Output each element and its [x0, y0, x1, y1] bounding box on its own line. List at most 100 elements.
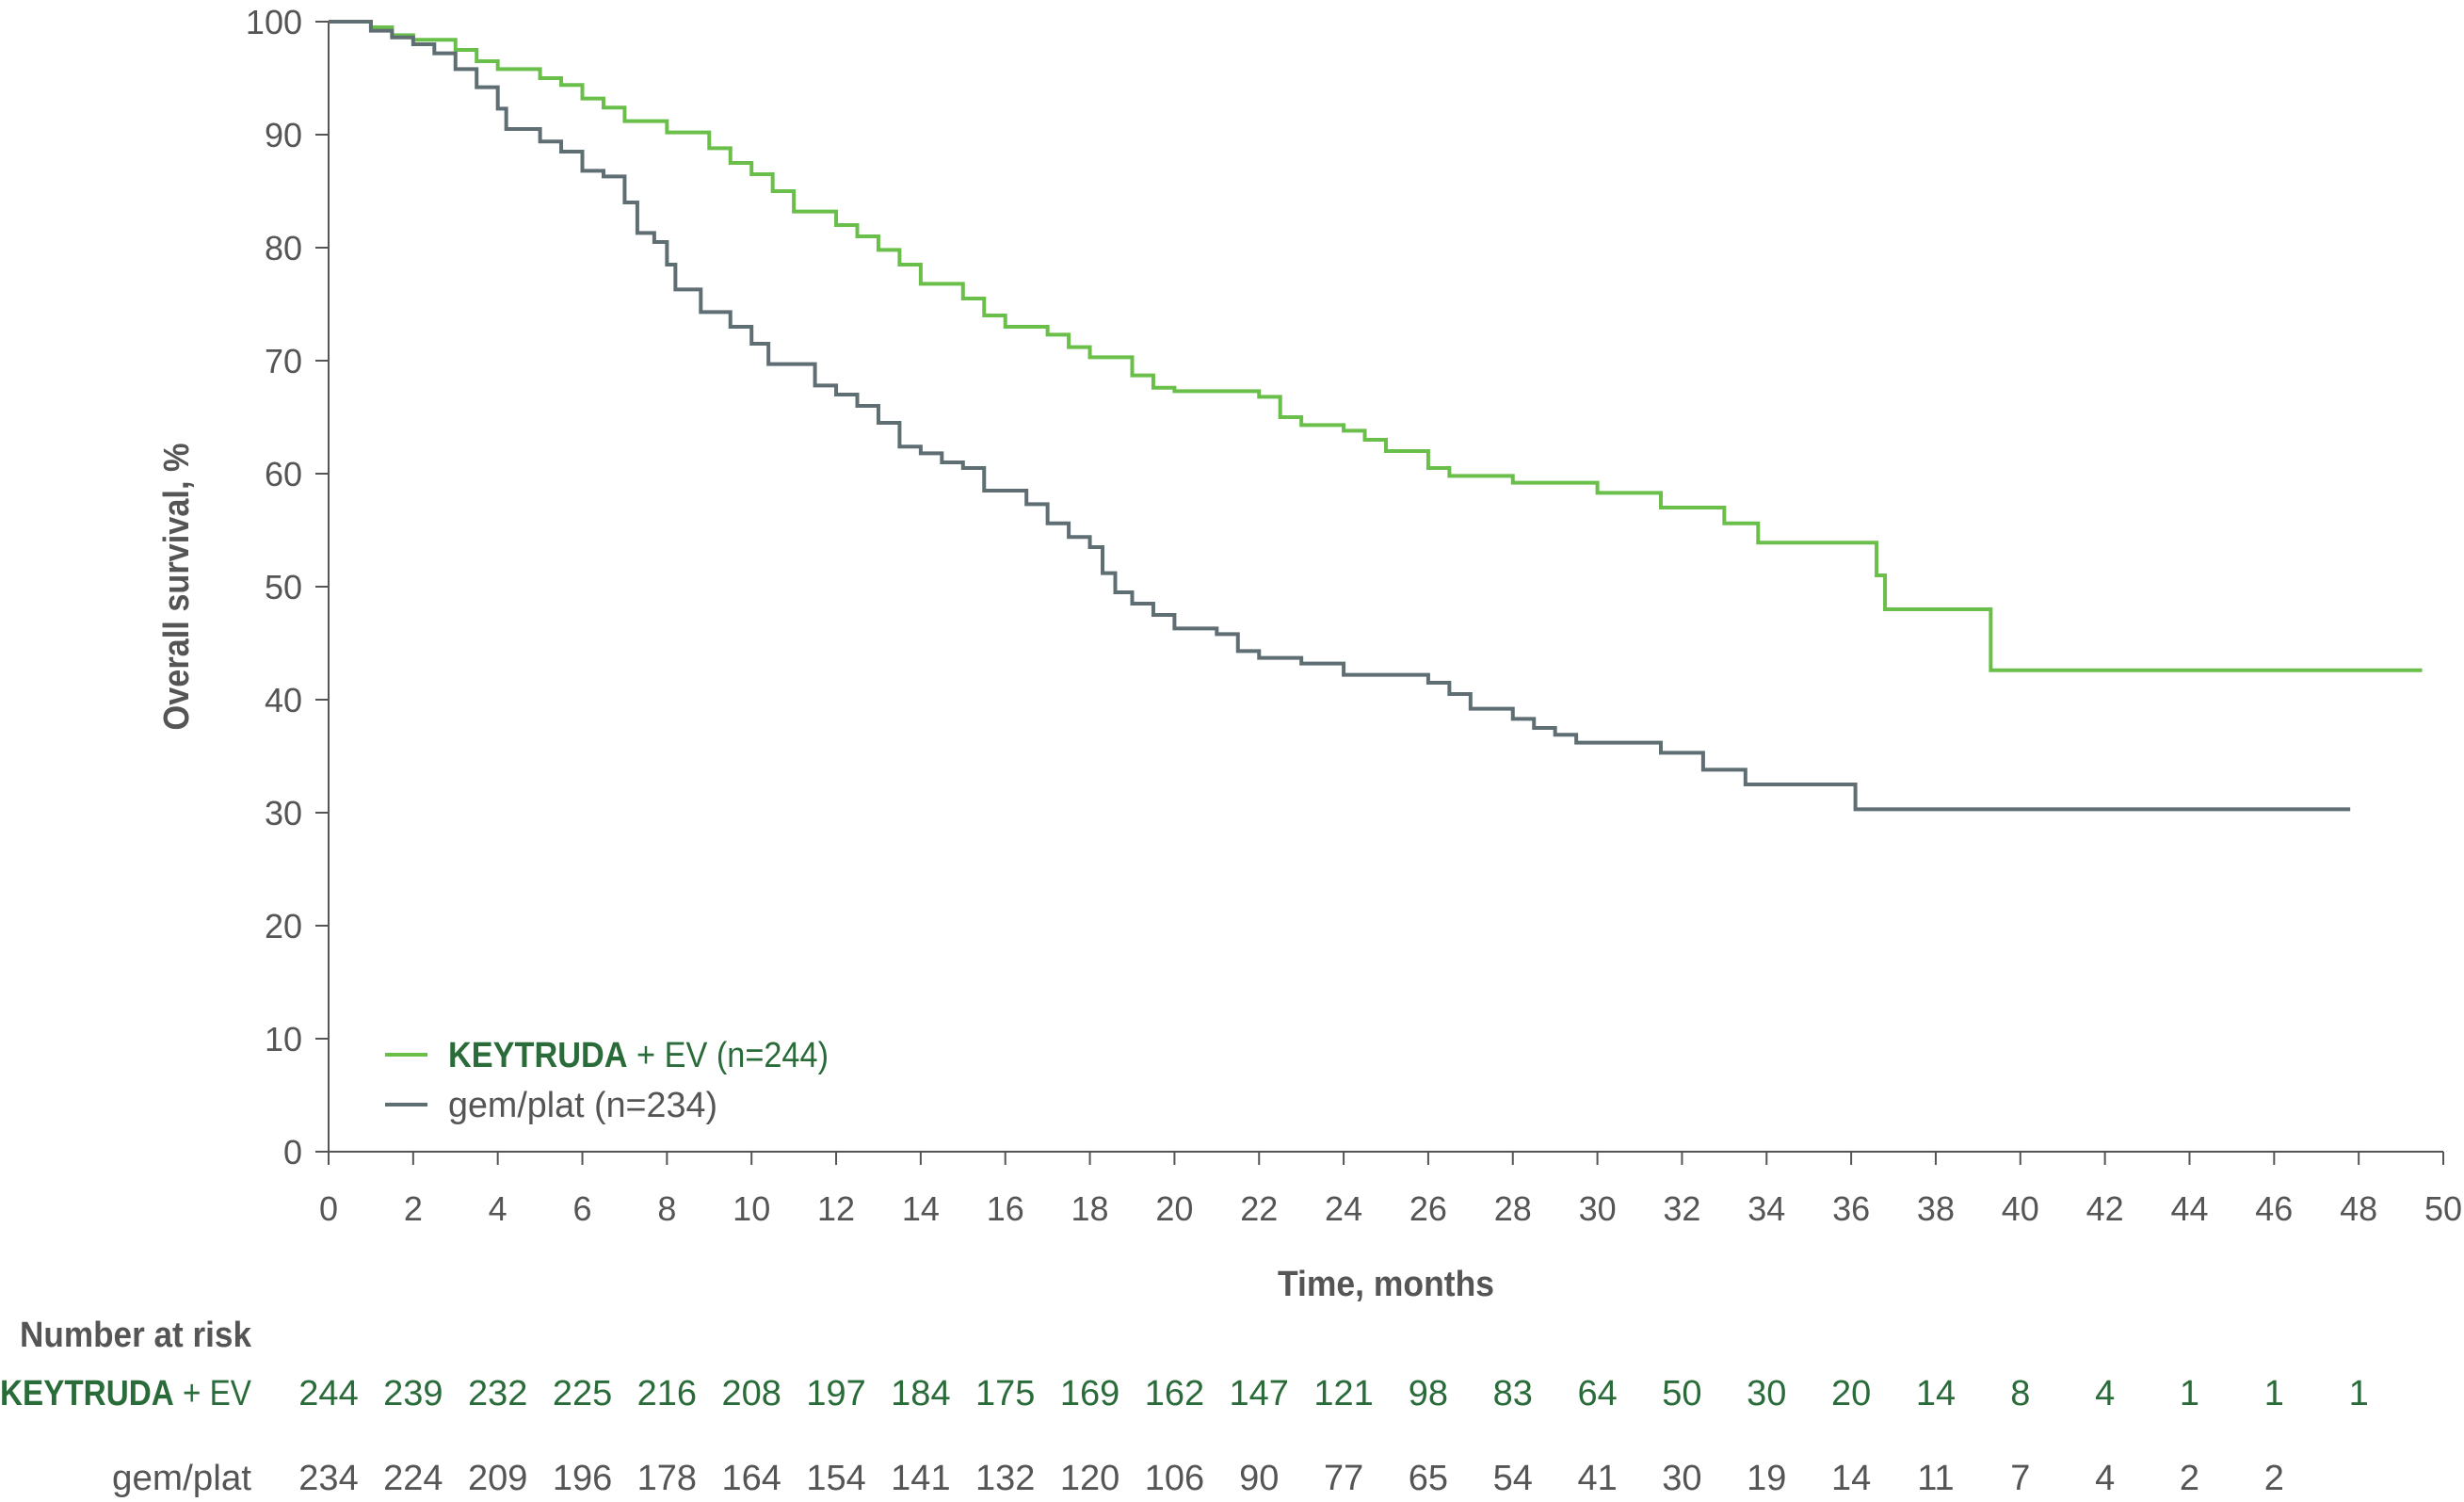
risk-value: 239 [383, 1374, 443, 1413]
risk-value: 1 [2264, 1374, 2284, 1413]
risk-value: 54 [1493, 1459, 1533, 1498]
x-tick-label: 12 [817, 1189, 855, 1228]
x-tick-label: 10 [733, 1189, 770, 1228]
x-tick-label: 24 [1325, 1189, 1362, 1228]
risk-value: 90 [1239, 1459, 1279, 1498]
x-tick-label: 48 [2340, 1189, 2377, 1228]
risk-value: 14 [1916, 1374, 1956, 1413]
x-tick-label: 36 [1832, 1189, 1870, 1228]
risk-value: 147 [1230, 1374, 1289, 1413]
y-tick-label: 60 [265, 455, 302, 493]
risk-value: 14 [1831, 1459, 1871, 1498]
x-tick-label: 44 [2170, 1189, 2208, 1228]
risk-value: 234 [298, 1459, 358, 1498]
risk-value: 11 [1917, 1459, 1954, 1498]
legend-label-gemplat: gem/plat (n=234) [448, 1086, 717, 1125]
risk-value: 196 [553, 1459, 612, 1498]
x-tick-label: 16 [987, 1189, 1024, 1228]
risk-value: 154 [806, 1459, 865, 1498]
y-tick-label: 100 [246, 3, 302, 41]
y-tick-label: 70 [265, 342, 302, 380]
risk-value: 132 [975, 1459, 1035, 1498]
risk-value: 4 [2095, 1374, 2115, 1413]
risk-value: 19 [1747, 1459, 1786, 1498]
risk-value: 106 [1145, 1459, 1204, 1498]
risk-value: 77 [1324, 1459, 1363, 1498]
x-tick-label: 46 [2255, 1189, 2293, 1228]
y-tick-label: 10 [265, 1020, 302, 1058]
x-tick-label: 22 [1240, 1189, 1278, 1228]
risk-value: 64 [1577, 1374, 1617, 1413]
y-tick-label: 0 [283, 1133, 302, 1171]
survival-curve-gemplat [329, 20, 2351, 812]
risk-row-label-keytruda: KEYTRUDA + EV [0, 1374, 252, 1413]
x-tick-label: 42 [2086, 1189, 2124, 1228]
risk-value: 30 [1662, 1459, 1701, 1498]
risk-value: 20 [1831, 1374, 1871, 1413]
x-tick-label: 8 [657, 1189, 676, 1228]
risk-value: 224 [383, 1459, 443, 1498]
risk-value: 169 [1060, 1374, 1119, 1413]
risk-value: 197 [806, 1374, 865, 1413]
risk-value: 209 [468, 1459, 527, 1498]
x-tick-label: 30 [1579, 1189, 1617, 1228]
risk-value: 30 [1747, 1374, 1786, 1413]
risk-row-label-gemplat: gem/plat [112, 1459, 251, 1498]
x-tick-label: 0 [319, 1189, 338, 1228]
risk-value: 41 [1577, 1459, 1617, 1498]
y-tick-label: 80 [265, 229, 302, 267]
x-tick-label: 32 [1663, 1189, 1700, 1228]
risk-value: 208 [721, 1374, 781, 1413]
risk-value: 120 [1060, 1459, 1119, 1498]
risk-value: 164 [721, 1459, 781, 1498]
risk-value: 178 [637, 1459, 697, 1498]
legend: KEYTRUDA + EV (n=244) gem/plat (n=234) [385, 1036, 829, 1125]
x-tick-label: 20 [1155, 1189, 1193, 1228]
risk-value: 232 [468, 1374, 527, 1413]
x-tick-label: 26 [1409, 1189, 1447, 1228]
x-tick-label: 38 [1917, 1189, 1955, 1228]
risk-value: 50 [1662, 1374, 1701, 1413]
x-tick-label: 14 [902, 1189, 940, 1228]
risk-value: 8 [2010, 1374, 2030, 1413]
risk-value: 225 [553, 1374, 612, 1413]
curves [329, 20, 2423, 812]
x-tick-label: 28 [1494, 1189, 1532, 1228]
x-tick-label: 40 [2002, 1189, 2039, 1228]
y-axis-label: Overall survival, % [157, 444, 197, 731]
x-tick-label: 2 [404, 1189, 423, 1228]
risk-value: 98 [1409, 1374, 1448, 1413]
legend-label-keytruda: KEYTRUDA + EV (n=244) [448, 1036, 829, 1075]
risk-value: 175 [975, 1374, 1035, 1413]
y-tick-label: 20 [265, 907, 302, 945]
risk-value: 216 [637, 1374, 697, 1413]
y-tick-label: 30 [265, 794, 302, 832]
risk-table-title: Number at risk [20, 1316, 252, 1355]
y-tick-label: 90 [265, 116, 302, 154]
x-tick-label: 34 [1747, 1189, 1785, 1228]
risk-value: 1 [2349, 1374, 2369, 1413]
risk-value: 244 [298, 1374, 358, 1413]
risk-value: 162 [1145, 1374, 1204, 1413]
y-tick-label: 40 [265, 681, 302, 719]
risk-value: 4 [2095, 1459, 2115, 1498]
risk-value: 1 [2180, 1374, 2199, 1413]
risk-value: 2 [2264, 1459, 2284, 1498]
risk-value: 65 [1409, 1459, 1448, 1498]
risk-value: 7 [2010, 1459, 2030, 1498]
x-axis-label: Time, months [1278, 1265, 1494, 1304]
x-tick-label: 6 [573, 1189, 592, 1228]
risk-table: Number at risk KEYTRUDA + EV gem/plat 24… [0, 1316, 2369, 1498]
risk-value: 83 [1493, 1374, 1533, 1413]
risk-value: 2 [2180, 1459, 2199, 1498]
risk-value: 184 [891, 1374, 950, 1413]
survival-curve-keytruda [329, 20, 2423, 672]
risk-value: 121 [1313, 1374, 1373, 1413]
y-tick-label: 50 [265, 568, 302, 606]
risk-value: 141 [891, 1459, 950, 1498]
x-tick-label: 50 [2424, 1189, 2462, 1228]
x-tick-label: 4 [489, 1189, 507, 1228]
x-tick-label: 18 [1071, 1189, 1109, 1228]
